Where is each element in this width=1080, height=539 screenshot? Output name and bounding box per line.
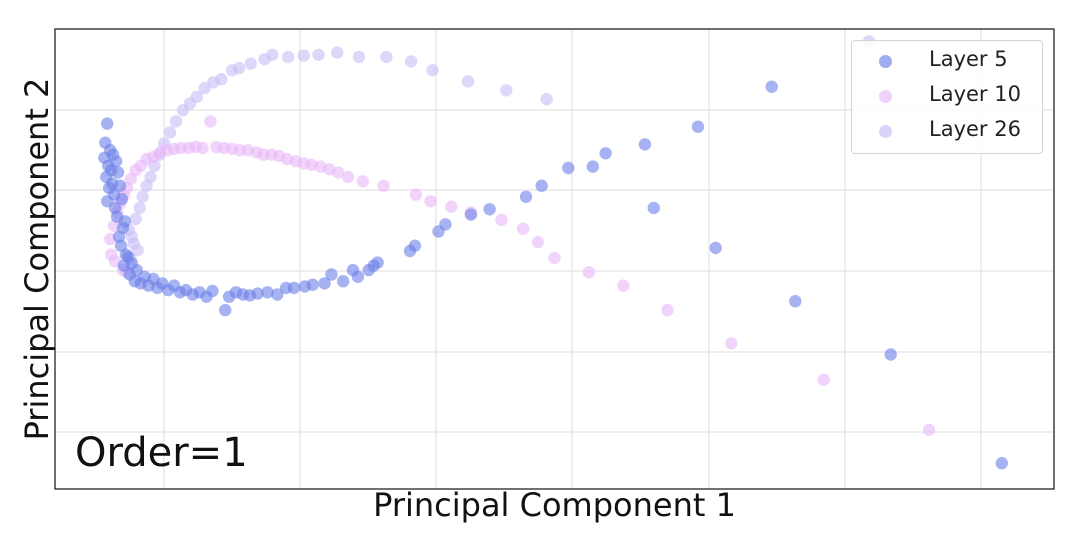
data-point: [163, 126, 177, 139]
data-point: [426, 64, 439, 77]
data-point: [725, 337, 738, 350]
legend-label: Layer 26: [929, 117, 1021, 141]
data-point: [196, 141, 209, 155]
data-point: [261, 286, 274, 299]
data-point: [232, 61, 246, 75]
data-point: [352, 50, 366, 64]
data-point: [244, 57, 257, 70]
data-point: [115, 192, 129, 206]
legend-marker: [879, 90, 892, 103]
data-point: [582, 266, 596, 279]
legend-item-layer-26: Layer 26: [852, 113, 1042, 147]
data-point: [691, 120, 705, 133]
data-point: [483, 203, 496, 216]
data-point: [599, 147, 612, 160]
data-point: [995, 457, 1008, 470]
data-point: [516, 222, 530, 235]
legend: Layer 5 Layer 10 Layer 26: [851, 40, 1043, 154]
data-point: [331, 46, 344, 59]
data-point: [817, 373, 830, 386]
data-point: [356, 175, 369, 188]
data-point: [118, 215, 132, 228]
data-point: [922, 423, 936, 437]
legend-item-layer-10: Layer 10: [852, 78, 1042, 112]
data-point: [109, 155, 123, 168]
data-point: [341, 170, 355, 184]
data-point: [464, 208, 478, 221]
data-point: [617, 279, 630, 292]
data-point: [647, 201, 660, 215]
data-point: [531, 235, 544, 249]
data-point: [548, 251, 561, 265]
data-point: [709, 241, 722, 255]
data-points: [98, 35, 1008, 470]
data-point: [789, 295, 802, 308]
data-point: [424, 195, 437, 208]
legend-marker: [879, 125, 892, 138]
data-point: [461, 75, 475, 88]
data-point: [500, 84, 513, 97]
data-point: [332, 166, 345, 179]
data-point: [377, 179, 390, 192]
data-point: [535, 179, 548, 192]
data-point: [371, 256, 384, 269]
data-point: [495, 213, 508, 227]
plot-frame: [54, 28, 1055, 490]
data-point: [409, 188, 423, 201]
data-point: [586, 160, 599, 173]
data-point: [206, 284, 219, 298]
data-point: [325, 268, 338, 281]
data-point: [404, 55, 418, 68]
data-point: [318, 277, 331, 290]
data-point: [215, 73, 228, 86]
data-point: [219, 303, 232, 317]
series-layer-5: [98, 80, 1008, 470]
data-point: [287, 281, 301, 295]
data-point: [439, 218, 452, 231]
data-point: [271, 288, 284, 301]
data-point: [113, 179, 127, 192]
data-point: [133, 201, 146, 215]
data-point: [540, 93, 553, 106]
data-point: [136, 190, 149, 203]
data-point: [251, 287, 264, 300]
legend-label: Layer 10: [929, 82, 1021, 106]
series-layer-26: [120, 35, 876, 279]
x-axis-label: Principal Component 1: [373, 486, 736, 524]
data-point: [661, 303, 674, 317]
data-point: [884, 348, 897, 361]
data-point: [190, 90, 203, 104]
data-point: [144, 170, 157, 184]
data-point: [297, 49, 310, 62]
data-point: [125, 230, 138, 243]
data-point: [337, 275, 350, 288]
legend-marker: [879, 55, 892, 68]
data-point: [198, 81, 211, 95]
data-point: [562, 161, 575, 175]
order-annotation: Order=1: [75, 430, 248, 476]
data-point: [169, 115, 183, 128]
data-point: [638, 138, 652, 151]
data-point: [204, 115, 217, 128]
legend-label: Layer 5: [929, 47, 1008, 71]
data-point: [445, 200, 458, 213]
data-point: [131, 243, 144, 257]
y-axis-label: Principal Component 2: [18, 77, 56, 441]
grid-lines: [55, 29, 1054, 489]
data-point: [111, 166, 125, 179]
data-point: [306, 278, 319, 291]
data-point: [129, 212, 142, 226]
data-point: [408, 239, 422, 252]
data-point: [312, 48, 325, 61]
data-point: [519, 190, 533, 203]
data-point: [281, 50, 295, 64]
legend-item-layer-5: Layer 5: [852, 43, 1042, 77]
data-point: [266, 48, 279, 61]
data-point: [101, 117, 114, 130]
data-point: [380, 50, 393, 64]
series-layer-10: [104, 115, 936, 437]
data-point: [765, 80, 778, 93]
data-point: [351, 270, 365, 283]
